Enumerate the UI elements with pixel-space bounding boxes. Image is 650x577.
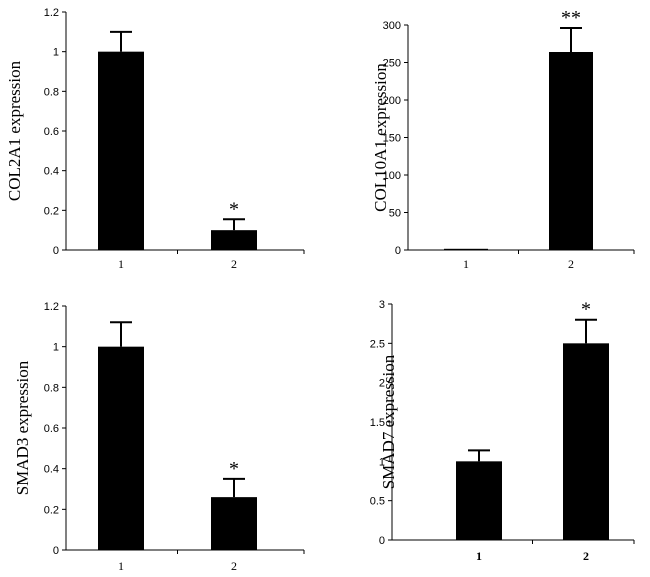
bar: [98, 346, 144, 550]
x-category-label: 2: [583, 549, 589, 563]
y-tick-label: 0.4: [44, 166, 59, 178]
x-category-label: 2: [231, 559, 237, 573]
y-tick-label: 0.6: [44, 126, 59, 138]
y-tick-label: 100: [383, 170, 401, 182]
y-tick-label: 0: [53, 545, 59, 557]
y-axis-title: COL10A1 expression: [371, 63, 390, 212]
bar: [549, 52, 593, 250]
x-category-label: 1: [463, 257, 469, 271]
bar: [211, 230, 257, 250]
y-tick-label: 3: [379, 299, 385, 311]
panel-col2a1: 0 0.2 0.4 0.6 0.8 1 1.2 1 * 2 COL2A1 expression: [5, 7, 305, 271]
significance-marker: *: [229, 198, 239, 220]
y-tick-label: 0.2: [44, 205, 59, 217]
y-tick-label: 0: [395, 245, 401, 257]
y-tick-label: 0: [53, 245, 59, 257]
y-tick-label: 300: [383, 20, 401, 32]
bar: [563, 343, 609, 540]
y-tick-label: 1.5: [370, 417, 385, 429]
y-tick-label: 0.6: [44, 423, 59, 435]
y-tick-label: 0.5: [370, 496, 385, 508]
significance-marker: *: [229, 458, 239, 480]
y-tick-label: 250: [383, 58, 401, 70]
bar: [456, 461, 502, 540]
y-axis-title: COL2A1 expression: [5, 60, 24, 201]
y-tick-label: 1.2: [44, 7, 59, 19]
y-tick-label: 2.5: [370, 338, 385, 350]
bar: [98, 51, 144, 250]
panel-col10a1: 0 50 100 150 200 250 300 1 ** 2 COL10A1 expression: [371, 7, 635, 271]
x-category-label: 1: [476, 549, 482, 563]
y-tick-label: 150: [383, 133, 401, 145]
panel-smad3: 0 0.2 0.4 0.6 0.8 1 1.2 1 * 2 SMAD3 expression: [13, 301, 305, 573]
y-tick-label: 0.8: [44, 86, 59, 98]
y-tick-label: 1: [53, 47, 59, 59]
significance-marker: *: [581, 299, 591, 321]
bar: [211, 497, 257, 550]
y-tick-label: 1: [379, 456, 385, 468]
y-tick-label: 1.2: [44, 301, 59, 313]
bar: [444, 248, 488, 250]
y-tick-label: 0: [379, 535, 385, 547]
y-tick-label: 0.4: [44, 464, 59, 476]
x-category-label: 2: [231, 257, 237, 271]
y-tick-label: 50: [389, 208, 401, 220]
y-tick-label: 0.8: [44, 382, 59, 394]
y-axis-title: SMAD7 expression: [379, 354, 398, 489]
significance-marker: **: [561, 7, 581, 29]
y-axis-title: SMAD3 expression: [13, 360, 32, 495]
x-category-label: 1: [118, 257, 124, 271]
x-category-label: 1: [118, 559, 124, 573]
x-category-label: 2: [568, 257, 574, 271]
y-tick-label: 2: [379, 378, 385, 390]
y-tick-label: 200: [383, 95, 401, 107]
y-tick-label: 0.2: [44, 504, 59, 516]
y-tick-label: 1: [53, 342, 59, 354]
